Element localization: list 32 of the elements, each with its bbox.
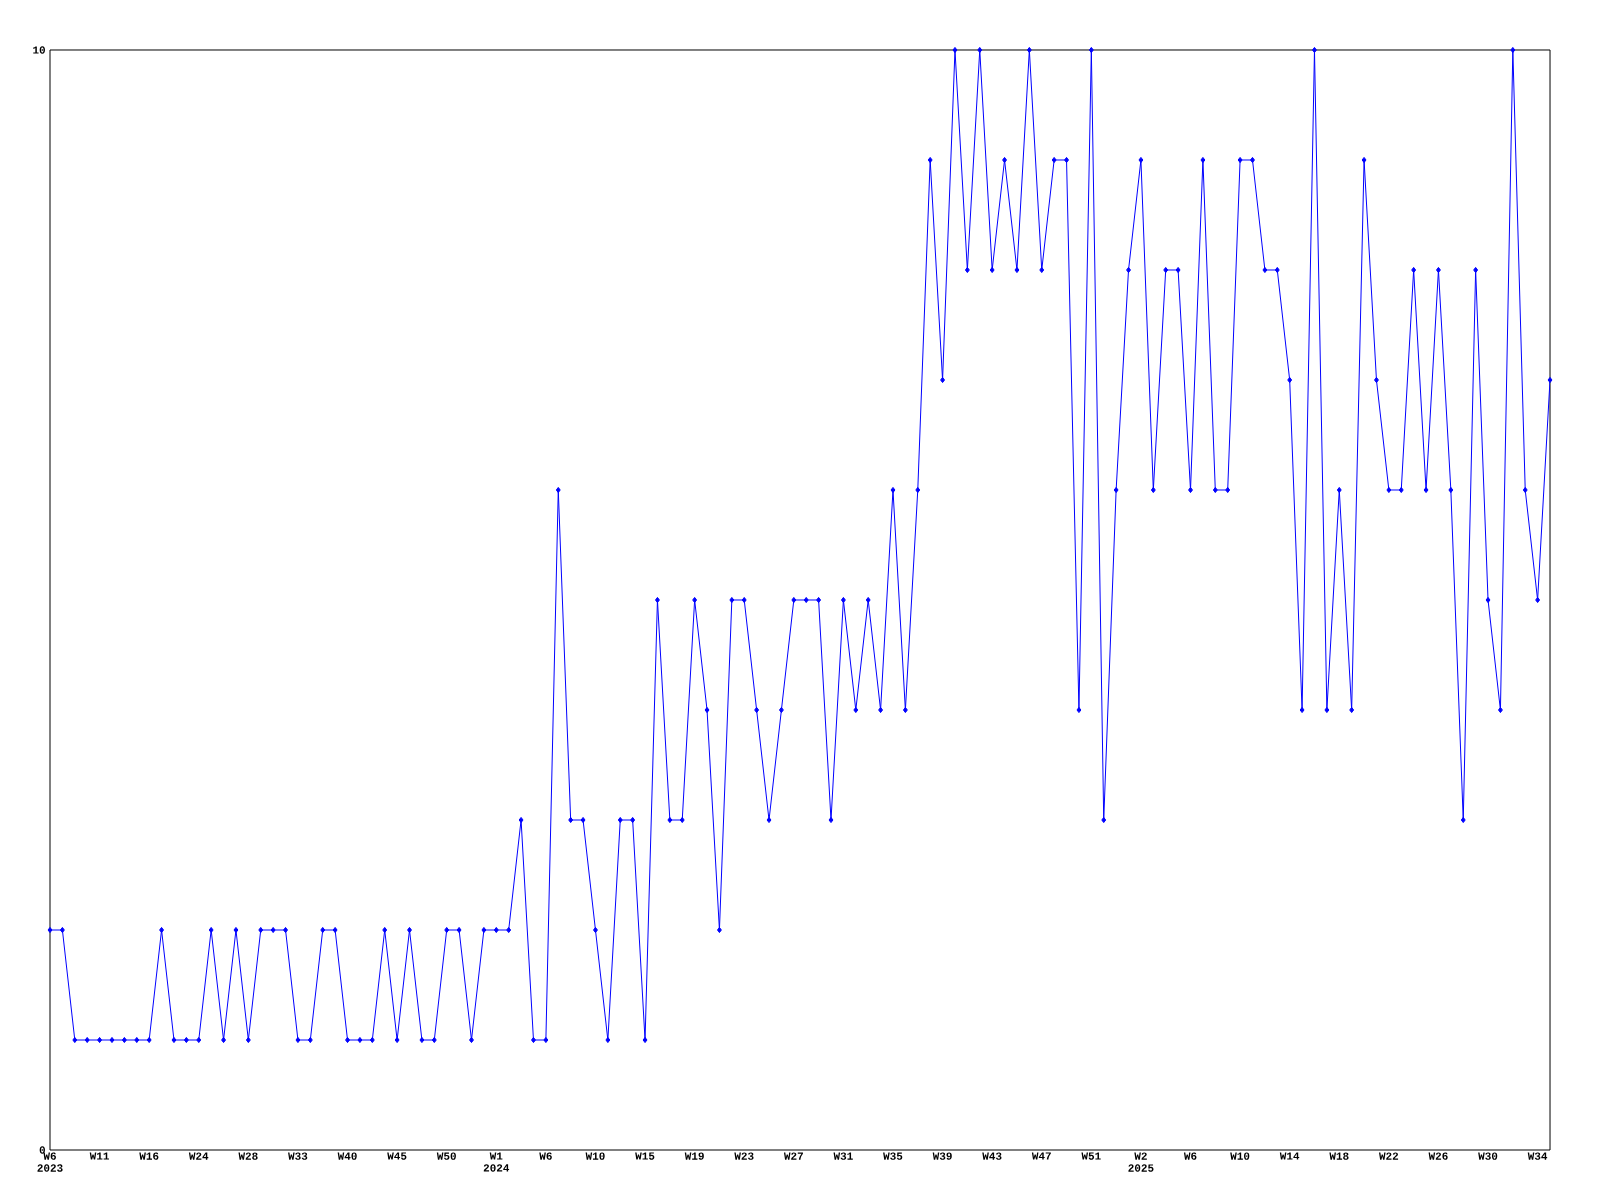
x-tick-label: W19 [684,1152,704,1160]
x-tick-label: W33 [288,1152,308,1160]
x-tick-label: W22 [1378,1152,1399,1160]
x-tick-label: W30 [1478,1152,1498,1160]
y-tick-label: 0 [39,1146,45,1154]
x-tick-label: W43 [982,1152,1002,1160]
x-tick-label: W27 [783,1152,803,1160]
x-tick-label: W14 [1279,1152,1300,1160]
x-tick-label: W10 [585,1152,605,1160]
x-tick-label: W45 [387,1152,407,1160]
x-tick-label: W6 [539,1152,552,1160]
x-tick-label: W26 [1428,1152,1448,1160]
x-tick-label: W11 [89,1152,109,1160]
x-tick-label: W31 [833,1152,853,1160]
x-tick-label: W34 [1527,1152,1548,1160]
x-tick-label: W16 [139,1152,159,1160]
x-tick-label: W47 [1031,1152,1051,1160]
x-tick-label: W10 [1230,1152,1250,1160]
x-tick-label: W35 [883,1152,903,1160]
x-tick-label: W6 [1183,1152,1197,1160]
y-tick-label: 10 [33,46,45,54]
x-tick-label: W28 [238,1152,258,1160]
x-tick-label: W39 [932,1152,952,1160]
x-tick-label: W1 2024 [483,1152,510,1172]
x-tick-label: W50 [436,1152,456,1160]
x-tick-label: W23 [734,1152,754,1160]
x-tick-label: W18 [1329,1152,1349,1160]
x-tick-label: W24 [188,1152,209,1160]
x-tick-label: W51 [1081,1152,1101,1160]
x-tick-label: W2 2025 [1128,1152,1154,1172]
x-tick-label: W40 [337,1152,357,1160]
x-tick-label: W15 [635,1152,655,1160]
